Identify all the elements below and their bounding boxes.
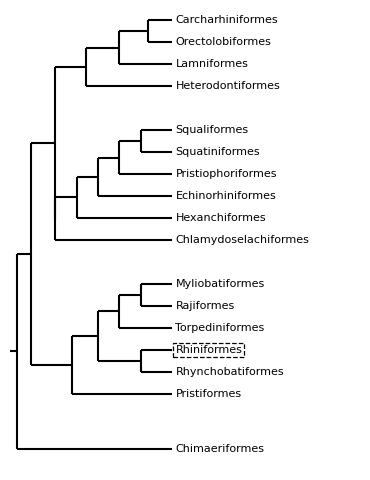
- Text: Squatiniformes: Squatiniformes: [175, 147, 260, 157]
- Text: Squaliformes: Squaliformes: [175, 125, 249, 135]
- Text: Echinorhiniformes: Echinorhiniformes: [175, 191, 276, 201]
- Text: Pristiformes: Pristiformes: [175, 389, 242, 399]
- Text: Hexanchiformes: Hexanchiformes: [175, 213, 266, 223]
- Text: Orectolobiformes: Orectolobiformes: [175, 37, 271, 48]
- Text: Rhiniformes: Rhiniformes: [175, 345, 242, 355]
- Text: Carcharhiniformes: Carcharhiniformes: [175, 15, 278, 25]
- Text: Chimaeriformes: Chimaeriformes: [175, 444, 265, 454]
- Text: Torpediniformes: Torpediniformes: [175, 323, 265, 333]
- Text: Chlamydoselachiformes: Chlamydoselachiformes: [175, 235, 309, 245]
- Text: Rajiformes: Rajiformes: [175, 301, 235, 311]
- Text: Rhynchobatiformes: Rhynchobatiformes: [175, 367, 284, 377]
- Text: Heterodontiformes: Heterodontiformes: [175, 81, 280, 91]
- Text: Pristiophoriformes: Pristiophoriformes: [175, 169, 277, 179]
- Text: Myliobatiformes: Myliobatiformes: [175, 279, 265, 289]
- Text: Lamniformes: Lamniformes: [175, 59, 248, 69]
